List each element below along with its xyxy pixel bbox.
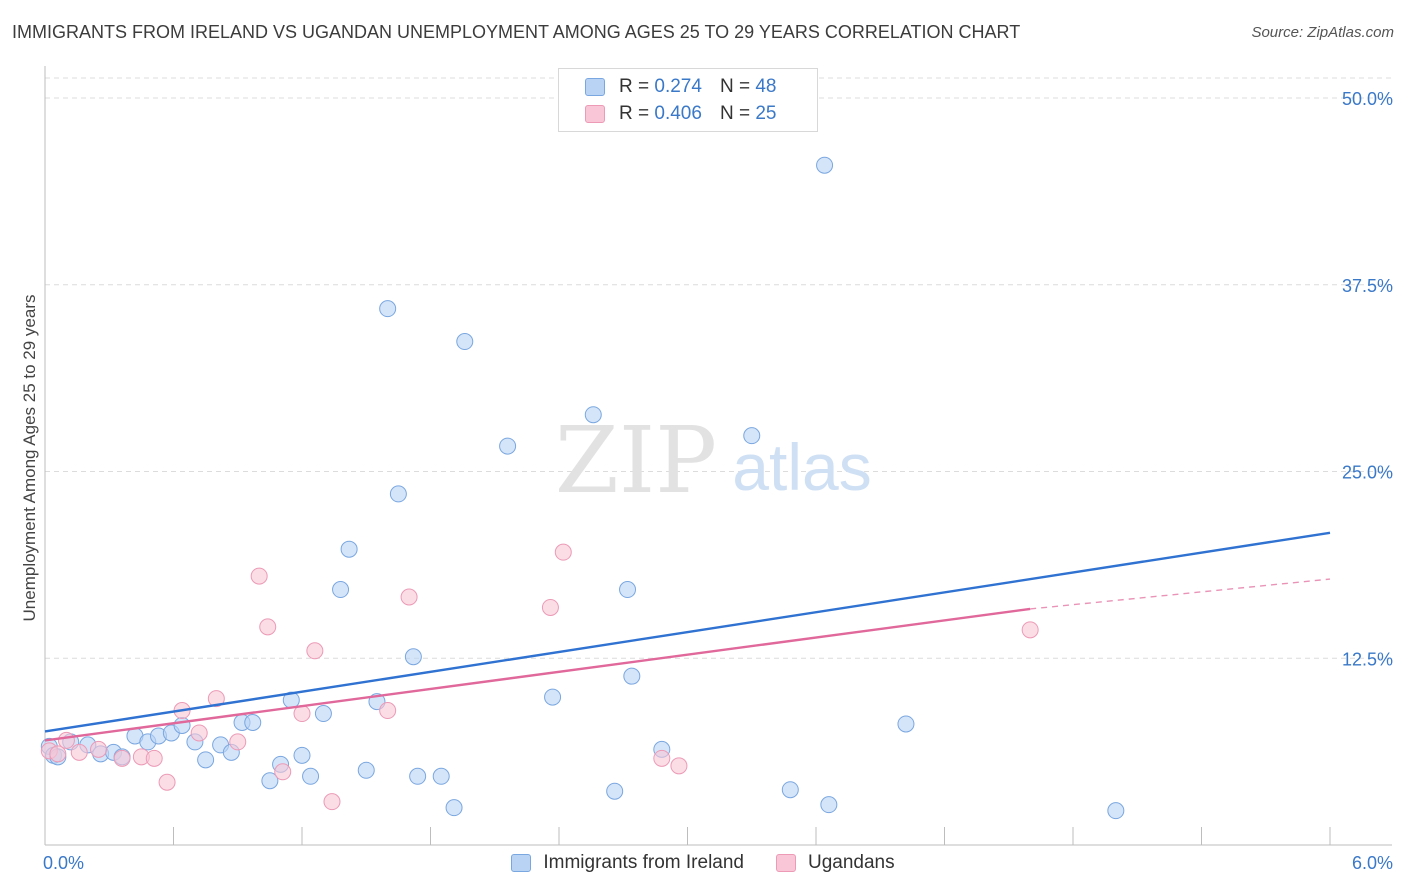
point-ireland — [432, 767, 450, 785]
point-ireland — [261, 772, 279, 790]
point-ireland — [404, 648, 422, 666]
point-ireland — [293, 746, 311, 764]
legend-label-ireland: Immigrants from Ireland — [543, 852, 744, 873]
legend-n-value-ugandans: 25 — [755, 103, 777, 124]
point-ireland — [544, 688, 562, 706]
point-ireland — [499, 437, 517, 455]
point-ugandans — [113, 749, 131, 767]
point-ugandans — [379, 702, 397, 720]
legend-label-ugandans: Ugandans — [808, 852, 895, 873]
point-ugandans — [554, 543, 572, 561]
y-tick-label: 25.0% — [1342, 463, 1393, 483]
point-ireland — [781, 781, 799, 799]
point-ireland — [314, 705, 332, 723]
gridlines — [45, 77, 1392, 659]
point-ugandans — [323, 793, 341, 811]
point-ugandans — [145, 749, 163, 767]
point-ugandans — [400, 588, 418, 606]
point-ugandans — [158, 773, 176, 791]
point-ugandans — [229, 733, 247, 751]
point-ugandans — [653, 749, 671, 767]
point-ugandans — [207, 690, 225, 708]
chart-title: IMMIGRANTS FROM IRELAND VS UGANDAN UNEMP… — [12, 22, 1021, 42]
point-ugandans — [1021, 621, 1039, 639]
point-ireland — [816, 156, 834, 174]
legend-swatch-ireland — [585, 78, 605, 96]
point-ireland — [173, 716, 191, 734]
source-label: Source: ZipAtlas.com — [1251, 24, 1394, 41]
point-ireland — [389, 485, 407, 503]
y-axis-label: Unemployment Among Ages 25 to 29 years — [20, 294, 39, 622]
point-ireland — [623, 667, 641, 685]
point-ugandans — [274, 763, 292, 781]
legend-row-ireland: R = 0.274 N = 48 — [585, 73, 776, 101]
point-ugandans — [57, 731, 75, 749]
point-ireland — [244, 713, 262, 731]
point-ugandans — [49, 745, 67, 763]
point-ugandans — [90, 740, 108, 758]
trendline-ireland — [44, 531, 1331, 733]
point-ireland — [456, 333, 474, 351]
tick-labels: 12.5% 25.0% 37.5% 50.0% 0.0% 6.0% — [43, 89, 1393, 873]
point-ireland — [606, 782, 624, 800]
series-legend: Immigrants from Ireland Ugandans — [0, 852, 1406, 874]
series-ugandans-points — [40, 543, 1039, 811]
y-tick-label: 50.0% — [1342, 89, 1393, 109]
legend-n-value-ireland: 48 — [755, 76, 777, 97]
legend-swatch-ireland — [511, 854, 532, 872]
trend-lines — [44, 531, 1331, 742]
point-ugandans — [541, 598, 559, 616]
axes — [44, 66, 1392, 846]
trendline-ugandans-extension — [1030, 578, 1331, 610]
legend-n-label: N = — [719, 103, 751, 124]
point-ireland — [820, 796, 838, 814]
point-ireland — [743, 427, 761, 445]
point-ugandans — [250, 567, 268, 585]
point-ireland — [357, 761, 375, 779]
point-ireland — [379, 300, 397, 318]
point-ireland — [445, 799, 463, 817]
legend-item-ireland[interactable]: Immigrants from Ireland — [511, 852, 744, 874]
legend-r-value-ireland: 0.274 — [654, 76, 702, 97]
point-ugandans — [259, 618, 277, 636]
legend-swatch-ugandans — [585, 105, 605, 123]
point-ireland — [302, 767, 320, 785]
point-ireland — [584, 406, 602, 424]
point-ireland — [197, 751, 215, 769]
x-tick-label-max: 6.0% — [1352, 853, 1393, 873]
watermark-zip: ZIP — [555, 407, 717, 514]
trendline-ugandans — [44, 607, 1031, 742]
legend-r-label: R = — [619, 76, 650, 97]
point-ugandans — [306, 642, 324, 660]
legend-item-ugandans[interactable]: Ugandans — [776, 852, 895, 874]
y-tick-label: 37.5% — [1342, 276, 1393, 296]
point-ugandans — [70, 743, 88, 761]
legend-r-value-ugandans: 0.406 — [654, 103, 702, 124]
point-ireland — [332, 581, 350, 599]
point-ireland — [340, 540, 358, 558]
point-ugandans — [190, 724, 208, 742]
watermark: ZIP atlas — [555, 407, 872, 514]
point-ireland — [409, 767, 427, 785]
point-ireland — [619, 581, 637, 599]
point-ireland — [1107, 802, 1125, 820]
legend-n-label: N = — [719, 76, 751, 97]
legend-r-label: R = — [619, 103, 650, 124]
x-tick-label-min: 0.0% — [43, 853, 84, 873]
point-ugandans — [670, 757, 688, 775]
correlation-legend: R = 0.274 N = 48 R = 0.406 N = 25 — [558, 68, 818, 132]
point-ireland — [897, 715, 915, 733]
legend-row-ugandans: R = 0.406 N = 25 — [585, 100, 776, 128]
y-tick-label: 12.5% — [1342, 649, 1393, 669]
legend-swatch-ugandans — [776, 854, 796, 872]
